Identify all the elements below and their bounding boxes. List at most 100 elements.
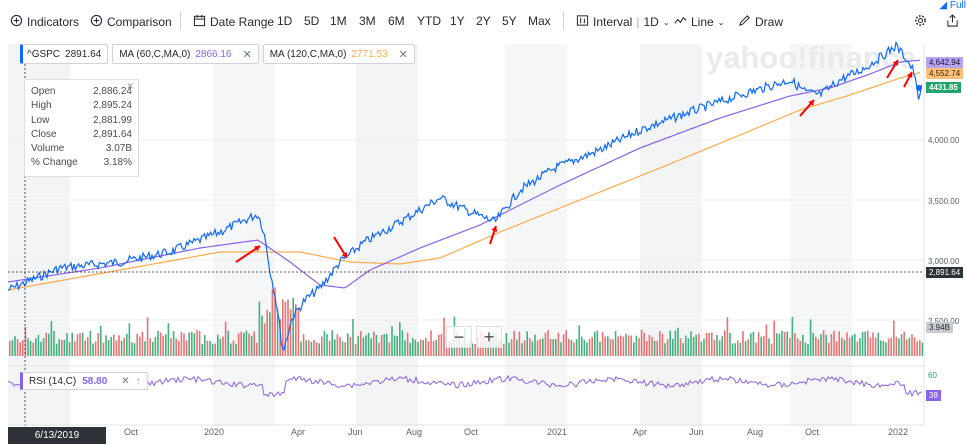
pencil-icon: [738, 14, 751, 30]
volume-bar: [513, 330, 515, 356]
volume-bar: [713, 339, 716, 356]
x-axis-label: Oct: [464, 427, 479, 437]
draw-label: Draw: [755, 15, 784, 29]
volume-bar: [76, 334, 79, 356]
draw-button[interactable]: Draw: [738, 14, 783, 30]
range-2y[interactable]: 2Y: [476, 14, 491, 28]
volume-bar: [526, 331, 528, 356]
range-max[interactable]: Max: [528, 14, 551, 28]
volume-bar: [154, 336, 157, 356]
range-1m[interactable]: 1M: [330, 14, 347, 28]
chart-type-selector[interactable]: Line ⌄: [674, 14, 724, 30]
expand-icon: ◢: [939, 0, 948, 11]
range-5d[interactable]: 5D: [304, 14, 320, 28]
volume-bar: [79, 333, 81, 356]
ohlc-volume-label: Volume: [31, 143, 65, 155]
indicators-button[interactable]: Indicators: [10, 14, 79, 30]
range-6m[interactable]: 6M: [388, 14, 405, 28]
volume-bar: [219, 338, 222, 356]
volume-bar: [651, 336, 653, 356]
range-1d[interactable]: 1D: [277, 14, 293, 28]
ohlc-change-label: % Change: [31, 157, 78, 169]
volume-bar: [16, 339, 19, 356]
volume-bar: [773, 320, 775, 356]
volume-bar: [757, 332, 760, 356]
close-icon[interactable]: ✕: [121, 375, 130, 387]
interval-selector[interactable]: Interval | 1D ⌄: [576, 14, 670, 30]
volume-bar: [518, 331, 521, 356]
volume-bar: [9, 341, 11, 356]
volume-bar: [102, 342, 105, 356]
volume-bar: [261, 315, 263, 356]
volume-bar: [274, 287, 276, 356]
volume-bar: [430, 330, 432, 356]
range-5y[interactable]: 5Y: [502, 14, 517, 28]
volume-bar: [877, 332, 879, 356]
volume-bar: [40, 341, 42, 356]
date-range-button[interactable]: Date Range: [193, 14, 274, 30]
close-icon[interactable]: ✕: [398, 48, 408, 61]
volume-bar: [594, 331, 596, 356]
volume-bar: [549, 338, 552, 356]
rsi-chip[interactable]: RSI (14,C) 58.80 ✕ ↑: [20, 372, 148, 390]
volume-bar: [711, 332, 713, 356]
volume-bar: [731, 343, 734, 356]
cursor-date-badge: 6/13/2019: [8, 427, 106, 444]
volume-bar: [53, 331, 55, 356]
volume-bar: [804, 342, 807, 356]
yahoo-finance-watermark: yahoo!finance: [706, 40, 916, 75]
close-icon[interactable]: ✕: [242, 48, 252, 61]
volume-bar: [635, 335, 638, 356]
volume-bar: [648, 335, 651, 356]
volume-bar: [50, 321, 53, 356]
volume-bar: [536, 340, 539, 356]
volume-bar: [682, 343, 684, 356]
volume-bar: [630, 335, 632, 356]
volume-bar: [162, 335, 164, 356]
ohlc-high-value: 2,895.24: [93, 100, 132, 112]
ohlc-tooltip: ✕ Open 2,886.24 High 2,895.24 Low 2,881.99 …: [24, 79, 139, 177]
ma120-chip[interactable]: MA (120,C,MA,0) 2771.53 ✕: [262, 44, 415, 64]
volume-bar: [131, 342, 133, 356]
price-line: [8, 40, 923, 351]
volume-bar: [235, 343, 237, 356]
volume-bar: [45, 332, 47, 356]
volume-bar: [276, 308, 279, 356]
volume-bar: [627, 335, 630, 356]
ohlc-low-value: 2,881.99: [93, 114, 132, 126]
arrow-up-icon[interactable]: ↑: [135, 375, 141, 387]
cursor-price-tag: 2,891.64: [926, 267, 964, 278]
comparison-button[interactable]: Comparison: [90, 14, 172, 30]
volume-bar: [638, 338, 640, 356]
volume-bar: [419, 339, 422, 356]
volume-bar: [841, 337, 843, 356]
ohlc-high-label: High: [31, 100, 52, 112]
volume-bar: [310, 342, 313, 356]
range-1y[interactable]: 1Y: [450, 14, 465, 28]
range-ytd[interactable]: YTD: [417, 14, 441, 28]
volume-bar: [409, 343, 411, 356]
zoom-in-button[interactable]: +: [476, 326, 502, 348]
zoom-out-button[interactable]: −: [446, 326, 472, 348]
volume-bar: [760, 336, 762, 356]
volume-bar: [378, 342, 380, 356]
volume-bar: [360, 331, 362, 356]
volume-bar: [120, 341, 123, 356]
share-button[interactable]: [946, 14, 959, 30]
full-screen-link[interactable]: ◢ Full: [939, 0, 966, 11]
main-symbol-chip[interactable]: ^GSPC 2891.64: [20, 44, 109, 64]
range-3m[interactable]: 3M: [359, 14, 376, 28]
volume-bar: [656, 340, 658, 356]
close-icon[interactable]: ✕: [126, 81, 134, 91]
volume-bar: [880, 340, 882, 356]
settings-button[interactable]: [914, 14, 927, 30]
volume-bar: [843, 339, 846, 356]
volume-bar: [357, 335, 359, 356]
volume-bar: [141, 331, 144, 356]
volume-bar: [404, 340, 406, 356]
volume-bar: [175, 338, 177, 356]
ohlc-open-value: 2,886.24: [93, 86, 132, 97]
volume-bar: [37, 335, 40, 356]
ma60-chip[interactable]: MA (60,C,MA,0) 2866.16 ✕: [112, 44, 259, 64]
volume-bar: [544, 332, 547, 356]
